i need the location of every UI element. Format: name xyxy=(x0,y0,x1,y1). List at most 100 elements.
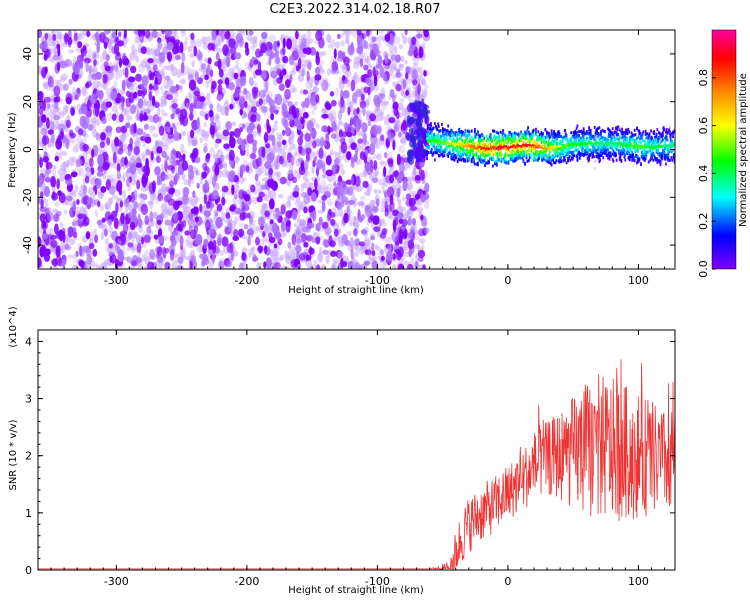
heatmap-cell xyxy=(53,85,61,97)
heatmap-cell xyxy=(143,234,151,244)
heatmap-cell xyxy=(306,30,312,38)
heatmap-cell xyxy=(135,73,142,82)
heatmap-cell xyxy=(327,34,332,43)
heatmap-cell xyxy=(163,79,169,89)
heatmap-cell xyxy=(270,70,278,79)
heatmap-cell xyxy=(364,205,373,217)
heatmap-cell xyxy=(148,83,153,91)
heatmap-cell xyxy=(439,149,442,153)
heatmap-cell xyxy=(412,217,416,226)
heatmap-cell xyxy=(52,42,56,47)
heatmap-cell xyxy=(510,141,513,145)
heatmap-cell xyxy=(317,51,325,57)
heatmap-cell xyxy=(82,45,87,51)
heatmap-cell xyxy=(405,199,413,207)
heatmap-cell xyxy=(227,222,233,233)
heatmap-cell xyxy=(43,39,48,52)
heatmap-cell xyxy=(120,133,127,140)
heatmap-cell xyxy=(453,158,456,162)
heatmap-cell xyxy=(391,94,396,103)
heatmap-cell xyxy=(301,64,307,70)
heatmap-cell xyxy=(376,152,382,161)
heatmap-cell xyxy=(470,129,473,133)
heatmap-cell xyxy=(510,132,513,136)
heatmap-cell xyxy=(284,88,291,100)
heatmap-cell xyxy=(357,35,361,47)
heatmap-cell xyxy=(215,216,223,229)
heatmap-cell xyxy=(56,178,60,190)
heatmap-cell xyxy=(204,74,209,81)
heatmap-cell xyxy=(119,200,124,208)
heatmap-cell xyxy=(445,146,448,150)
heatmap-cell xyxy=(363,86,369,94)
heatmap-cell xyxy=(297,74,305,83)
heatmap-cell xyxy=(239,108,244,116)
heatmap-cell xyxy=(87,187,95,195)
heatmap-cell xyxy=(180,30,187,37)
heatmap-cell xyxy=(171,260,178,269)
heatmap-cell xyxy=(406,103,414,113)
heatmap-cell xyxy=(149,125,157,131)
heatmap-cell xyxy=(214,165,220,176)
heatmap-cell xyxy=(187,45,193,53)
heatmap-cell xyxy=(413,129,419,136)
heatmap-cell xyxy=(268,55,272,66)
heatmap-cell xyxy=(266,94,270,103)
heatmap-cell xyxy=(185,216,189,224)
heatmap-cell xyxy=(355,220,360,229)
heatmap-cell xyxy=(127,204,134,211)
heatmap-cell xyxy=(79,246,85,258)
heatmap-cell xyxy=(452,134,454,138)
heatmap-cell xyxy=(478,158,481,162)
heatmap-cell xyxy=(330,99,337,107)
heatmap-cell xyxy=(217,83,223,95)
heatmap-cell xyxy=(130,65,137,74)
heatmap-cell xyxy=(43,53,48,61)
heatmap-cell xyxy=(68,156,75,167)
heatmap-cell xyxy=(161,183,167,193)
heatmap-cell xyxy=(362,180,369,189)
heatmap-cell xyxy=(54,101,59,110)
heatmap-cell xyxy=(377,93,383,104)
heatmap-cell xyxy=(136,179,141,190)
heatmap-cell xyxy=(281,129,286,136)
heatmap-cell xyxy=(341,32,345,39)
heatmap-cell xyxy=(128,92,135,104)
heatmap-cell xyxy=(181,173,186,181)
heatmap-cell xyxy=(200,128,206,137)
heatmap-cell xyxy=(194,90,201,97)
heatmap-cell xyxy=(457,157,460,161)
heatmap-cell xyxy=(67,36,73,46)
heatmap-cell xyxy=(191,139,198,147)
heatmap-cell xyxy=(493,138,496,142)
heatmap-cell xyxy=(430,147,433,151)
heatmap-cell xyxy=(398,44,404,50)
heatmap-cell xyxy=(312,140,317,149)
heatmap-cell xyxy=(39,246,45,258)
heatmap-cell xyxy=(231,184,235,195)
heatmap-cell xyxy=(192,147,199,159)
heatmap-cell xyxy=(344,122,348,132)
heatmap-cell xyxy=(239,75,247,87)
heatmap-cell xyxy=(156,265,162,269)
heatmap-cell xyxy=(112,151,117,164)
heatmap-cell xyxy=(287,196,292,202)
heatmap-cell xyxy=(136,238,143,246)
heatmap-cell xyxy=(435,146,438,150)
heatmap-cell xyxy=(103,228,108,237)
heatmap-cell xyxy=(58,173,65,182)
heatmap-cell xyxy=(407,94,413,102)
heatmap-cell xyxy=(59,60,67,69)
heatmap-cell xyxy=(230,46,237,55)
heatmap-cell xyxy=(85,60,89,73)
heatmap-cell xyxy=(382,262,386,269)
heatmap-cell xyxy=(392,81,397,88)
heatmap-cell xyxy=(87,47,92,58)
heatmap-cell xyxy=(169,180,174,188)
heatmap-cell xyxy=(470,158,473,162)
heatmap-cell xyxy=(316,263,321,269)
heatmap-cell xyxy=(379,67,385,79)
heatmap-cell xyxy=(305,254,310,262)
heatmap-cell xyxy=(491,129,494,133)
heatmap-cell xyxy=(215,132,220,138)
